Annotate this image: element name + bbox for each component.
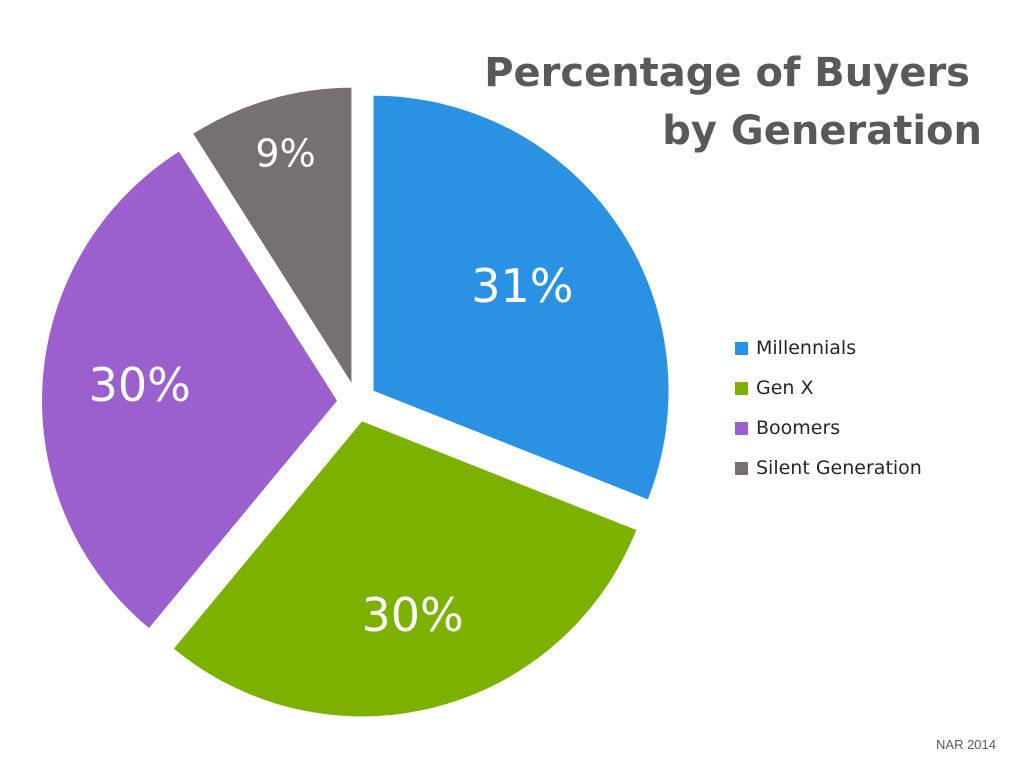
chart-title-line-1: Percentage of Buyers	[484, 50, 970, 96]
chart-title: Percentage of Buyers by Generation	[484, 44, 982, 160]
legend-item-gen-x: Gen X	[735, 368, 922, 408]
slice-label-millennials: 31%	[471, 259, 573, 313]
chart-title-line-2: by Generation	[662, 108, 982, 154]
legend-swatch	[735, 381, 748, 395]
source-note: NAR 2014	[936, 737, 996, 752]
legend-label: Millennials	[756, 337, 857, 359]
legend-item-silent-generation: Silent Generation	[735, 448, 922, 488]
legend-label: Gen X	[756, 377, 814, 399]
legend-item-boomers: Boomers	[735, 408, 922, 448]
legend-item-millennials: Millennials	[735, 328, 922, 368]
legend-label: Boomers	[756, 417, 841, 439]
legend: Millennials Gen X Boomers Silent Generation	[735, 328, 922, 488]
slice-label-silent-generation: 9%	[255, 132, 315, 176]
slice-label-boomers: 30%	[89, 358, 191, 412]
pie-slice-millennials	[373, 95, 669, 500]
legend-swatch	[735, 421, 748, 435]
pie-slice-silent-generation	[193, 87, 352, 383]
legend-label: Silent Generation	[756, 457, 922, 479]
pie-slice-boomers	[42, 151, 338, 629]
slice-label-gen-x: 30%	[361, 588, 463, 642]
legend-swatch	[735, 461, 748, 475]
legend-swatch	[735, 341, 748, 355]
pie-slice-gen-x	[173, 421, 637, 717]
